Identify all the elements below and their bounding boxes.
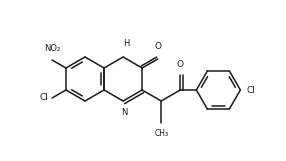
Text: NO₂: NO₂ bbox=[44, 44, 60, 53]
Text: O: O bbox=[177, 60, 184, 69]
Text: Cl: Cl bbox=[39, 94, 48, 103]
Text: O: O bbox=[154, 42, 161, 51]
Text: N: N bbox=[121, 108, 127, 117]
Text: CH₃: CH₃ bbox=[154, 129, 168, 138]
Text: Cl: Cl bbox=[246, 85, 255, 95]
Text: H: H bbox=[123, 39, 129, 48]
